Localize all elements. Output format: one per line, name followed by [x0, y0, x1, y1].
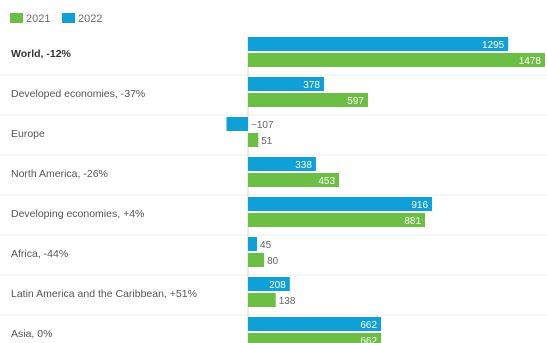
bar-2021: [248, 133, 259, 147]
category-label: Developing economies, +4%: [11, 208, 144, 220]
category-label: North America, -26%: [11, 168, 108, 180]
bar-2021: [248, 53, 545, 67]
bar-2021: [248, 93, 368, 107]
bar-2022: [248, 37, 509, 51]
bar-2021: [248, 253, 265, 267]
value-label-2021: 138: [279, 296, 296, 307]
category-label: Latin America and the Caribbean, +51%: [11, 288, 197, 300]
value-label-2021: 662: [360, 336, 377, 343]
value-label-2022: −107: [251, 120, 274, 131]
value-label-2022: 208: [269, 280, 286, 291]
value-label-2021: 80: [267, 256, 279, 267]
category-label: World, -12%: [11, 48, 72, 60]
category-label: Asia, 0%: [11, 328, 52, 340]
category-label: Europe: [11, 128, 45, 140]
legend: 2021 2022: [10, 13, 102, 25]
bars: 1295 1478 378 597 −107 51 338 453 916 881 45 80 208 1…: [226, 37, 545, 343]
bar-2021: [248, 293, 276, 307]
bar-2022: [248, 197, 433, 211]
bar-2022: [226, 117, 248, 131]
gridlines: [0, 35, 547, 343]
category-labels: World, -12% Developed economies, -37% Euro…: [11, 48, 197, 340]
legend-swatch-2021: [10, 13, 23, 23]
bar-2022: [248, 237, 258, 251]
bar-2022: [248, 317, 382, 331]
legend-label-2022: 2022: [78, 13, 102, 25]
bar-2021: [248, 213, 426, 227]
bar-2022: [248, 277, 290, 291]
value-label-2022: 1295: [482, 40, 505, 51]
value-label-2021: 1478: [519, 56, 542, 67]
bar-2022: [248, 77, 324, 91]
value-label-2021: 51: [261, 136, 273, 147]
value-label-2021: 597: [347, 96, 364, 107]
value-label-2022: 378: [303, 80, 320, 91]
value-label-2022: 338: [295, 160, 312, 171]
bar-2021: [248, 173, 340, 187]
bar-2022: [248, 157, 316, 171]
value-label-2022: 916: [411, 200, 428, 211]
bar-2021: [248, 333, 382, 343]
value-label-2021: 453: [318, 176, 335, 187]
value-label-2022: 45: [260, 240, 272, 251]
category-label: Africa, -44%: [11, 248, 68, 260]
category-label: Developed economies, -37%: [11, 88, 145, 100]
legend-swatch-2022: [62, 13, 75, 23]
legend-label-2021: 2021: [26, 13, 50, 25]
value-label-2022: 662: [360, 320, 377, 331]
value-label-2021: 881: [404, 216, 421, 227]
